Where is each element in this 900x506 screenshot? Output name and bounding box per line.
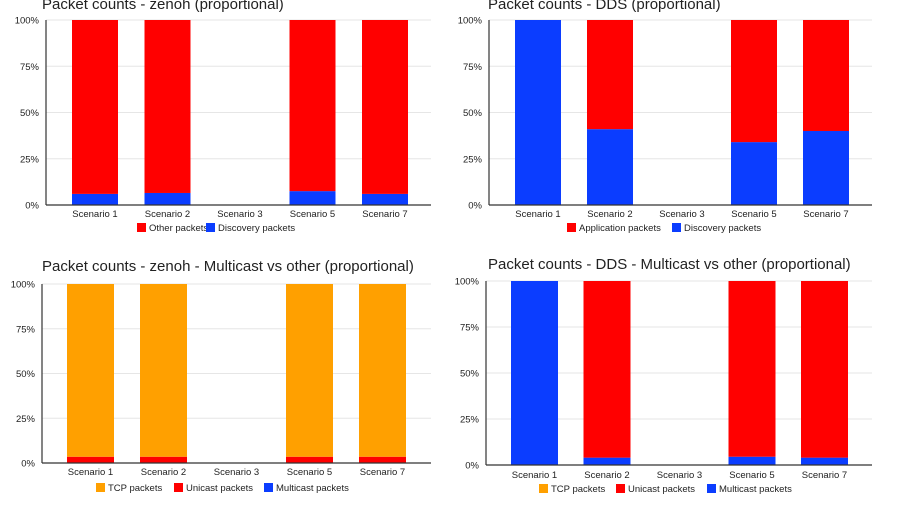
y-tick-label: 100% [455, 277, 480, 288]
bar-segment [515, 20, 561, 205]
bar-segment [731, 142, 777, 205]
x-category-label: Scenario 3 [659, 209, 704, 220]
chart-panel-4: Packet counts - DDS - Multicast vs other… [455, 256, 872, 495]
legend-label: Unicast packets [628, 484, 695, 495]
chart-panel-1: Packet counts - zenoh (proportional)100%… [15, 0, 431, 234]
x-category-label: Scenario 1 [72, 209, 117, 220]
bar-segment [587, 129, 633, 205]
chart-panel-3: Packet counts - zenoh - Multicast vs oth… [11, 258, 431, 494]
x-category-label: Scenario 7 [803, 209, 848, 220]
x-category-label: Scenario 2 [587, 209, 632, 220]
chart-panel-2: Packet counts - DDS (proportional) 100% 75… [458, 0, 872, 234]
x-category-label: Scenario 7 [360, 467, 405, 478]
legend-label: TCP packets [108, 483, 162, 494]
chart-title: Packet counts - zenoh (proportional) [42, 0, 284, 13]
bar-segment [286, 456, 333, 463]
bar-segment [289, 191, 336, 205]
x-category-label: Scenario 2 [584, 470, 629, 481]
y-tick-label: 100% [11, 280, 36, 291]
y-tick-label: 50% [20, 108, 40, 119]
x-category-label: Scenario 3 [657, 470, 702, 481]
bar-segment [72, 193, 118, 205]
y-tick-label: 25% [20, 154, 40, 165]
bar-segment [72, 20, 118, 194]
legend-swatch [206, 223, 215, 232]
bar-segment [583, 457, 631, 465]
bar-segment [362, 20, 408, 194]
bar-segment [144, 192, 191, 205]
legend-swatch [264, 483, 273, 492]
x-category-label: Scenario 3 [217, 209, 262, 220]
x-category-label: Scenario 5 [729, 470, 774, 481]
legend-label: Unicast packets [186, 483, 253, 494]
x-category-label: Scenario 5 [287, 467, 332, 478]
x-category-label: Scenario 1 [68, 467, 113, 478]
y-tick-label: 75% [20, 62, 40, 73]
bar-segment [359, 284, 406, 457]
y-tick-label: 50% [16, 369, 36, 380]
x-category-label: Scenario 7 [802, 470, 847, 481]
legend-label: Multicast packets [276, 483, 349, 494]
bar-segment [803, 20, 849, 131]
x-category-label: Scenario 1 [512, 470, 557, 481]
y-tick-label: 25% [16, 414, 36, 425]
bar-segment [362, 193, 408, 205]
x-category-label: Scenario 5 [731, 209, 776, 220]
x-category-label: Scenario 1 [515, 209, 560, 220]
legend-swatch [616, 484, 625, 493]
y-tick-label: 75% [16, 324, 36, 335]
y-tick-label: 0% [21, 459, 35, 470]
chart-title: Packet counts - zenoh - Multicast vs oth… [42, 258, 414, 275]
legend-label: Discovery packets [218, 223, 295, 234]
bar-segment [728, 456, 776, 465]
y-tick-label: 0% [468, 201, 482, 212]
bar-segment [359, 456, 406, 463]
x-category-label: Scenario 2 [141, 467, 186, 478]
y-tick-label: 75% [460, 323, 480, 334]
legend-swatch [567, 223, 576, 232]
bar-segment [289, 20, 336, 192]
x-category-label: Scenario 3 [214, 467, 259, 478]
bar-segment [144, 20, 191, 193]
legend-swatch [137, 223, 146, 232]
bar-segment [728, 281, 776, 457]
bar-segment [583, 281, 631, 458]
bar-segment [801, 281, 848, 458]
bar-segment [803, 131, 849, 205]
bar-segment [67, 456, 114, 463]
bar-segment [140, 284, 187, 457]
legend-label: TCP packets [551, 484, 605, 495]
x-category-label: Scenario 7 [362, 209, 407, 220]
bar-segment [801, 457, 848, 465]
y-tick-label: 0% [25, 201, 39, 212]
legend-label: Multicast packets [719, 484, 792, 495]
bar-segment [731, 20, 777, 143]
legend-label: Other packets [149, 223, 208, 234]
legend-label: Application packets [579, 223, 661, 234]
bar-segment [511, 281, 558, 465]
y-tick-label: 25% [460, 415, 480, 426]
legend-swatch [707, 484, 716, 493]
x-category-label: Scenario 2 [145, 209, 190, 220]
y-tick-label: 50% [463, 108, 483, 119]
chart-title: Packet counts - DDS - Multicast vs other… [488, 256, 851, 273]
legend-swatch [96, 483, 105, 492]
y-tick-label: 100% [458, 16, 483, 27]
y-tick-label: 25% [463, 154, 483, 165]
bar-segment [67, 284, 114, 457]
legend-swatch [672, 223, 681, 232]
y-tick-label: 50% [460, 369, 480, 380]
bar-segment [286, 284, 333, 457]
y-tick-label: 75% [463, 62, 483, 73]
y-tick-label: 0% [465, 461, 479, 472]
legend-label: Discovery packets [684, 223, 761, 234]
legend-swatch [539, 484, 548, 493]
x-category-label: Scenario 5 [290, 209, 335, 220]
y-tick-label: 100% [15, 16, 40, 27]
bar-segment [140, 456, 187, 463]
legend-swatch [174, 483, 183, 492]
bar-segment [587, 20, 633, 130]
chart-title: Packet counts - DDS (proportional) [488, 0, 721, 13]
